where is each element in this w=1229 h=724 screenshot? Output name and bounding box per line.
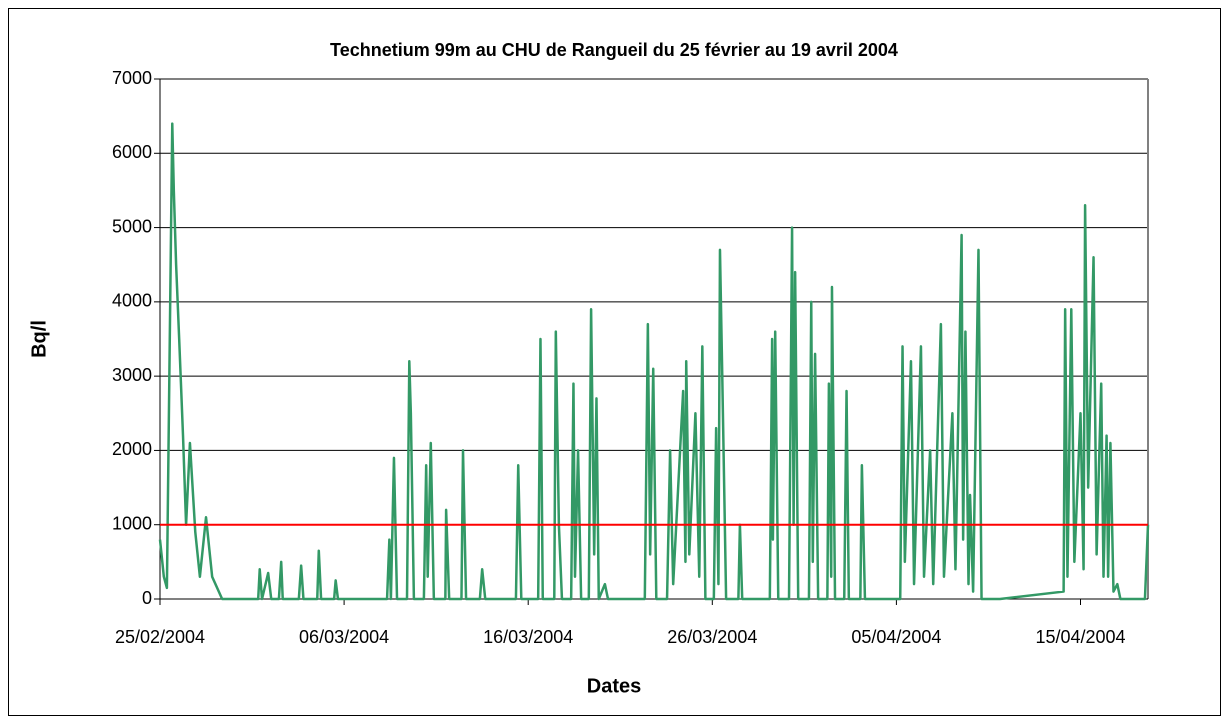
x-tick-label: 16/03/2004 [483,627,573,647]
chart-title: Technetium 99m au CHU de Rangueil du 25 … [330,40,898,60]
x-tick-label: 06/03/2004 [299,627,389,647]
y-tick-label: 6000 [112,142,152,162]
x-tick-label: 25/02/2004 [115,627,205,647]
y-tick-label: 1000 [112,513,152,533]
x-tick-label: 15/04/2004 [1035,627,1125,647]
data-line [158,122,1150,601]
y-tick-label: 2000 [112,439,152,459]
y-tick-label: 5000 [112,216,152,236]
x-axis-label: Dates [587,675,641,697]
y-tick-label: 4000 [112,291,152,311]
x-tick-label: 26/03/2004 [667,627,757,647]
y-tick-label: 0 [142,588,152,608]
chart-frame [8,8,1221,716]
x-tick-label: 05/04/2004 [851,627,941,647]
y-axis-label: Bq/l [28,320,50,358]
y-tick-label: 7000 [112,68,152,88]
y-tick-label: 3000 [112,365,152,385]
